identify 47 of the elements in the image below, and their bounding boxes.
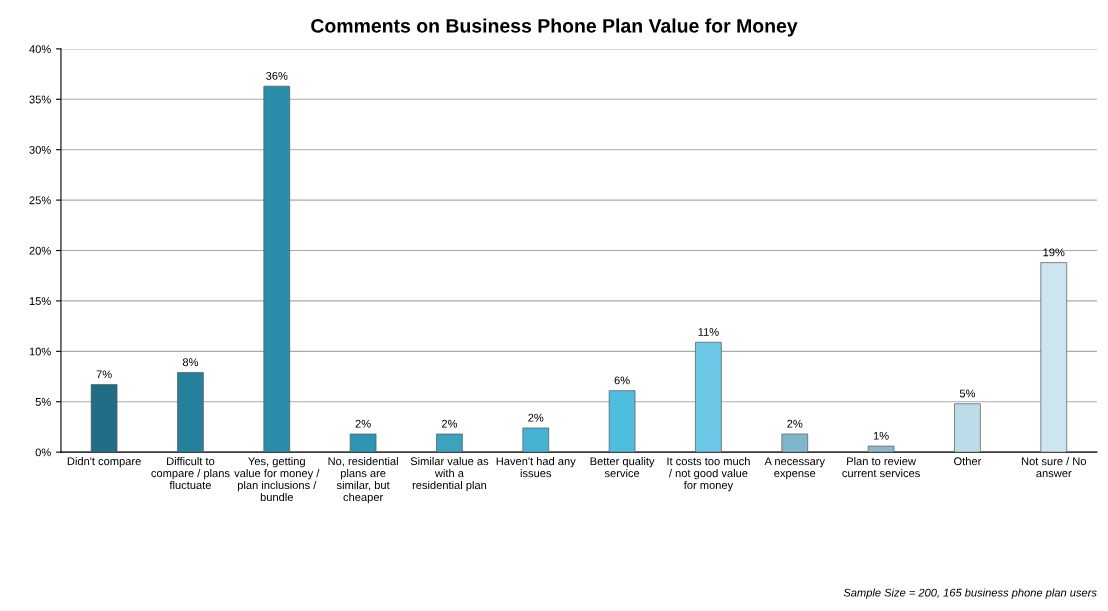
x-tick-label: Difficult to compare / plans fluctuate [151, 457, 230, 490]
y-tick-label: 30% [29, 145, 51, 154]
bar [522, 427, 550, 453]
x-tick-label: Similar value as with a residential plan [410, 457, 489, 492]
data-label: 1% [873, 431, 889, 440]
data-label: 2% [355, 419, 371, 428]
bar [781, 433, 809, 453]
bar [695, 341, 722, 453]
data-label: 5% [959, 389, 976, 398]
text: Sample Size = 200, 165 business phone plan users [843, 588, 1097, 599]
y-tick-label: 25% [29, 196, 51, 205]
data-label: 2% [441, 419, 458, 428]
x-tick-label: Yes, getting value for money / plan inclusions / bundle [234, 457, 320, 502]
y-tick-label: 0% [35, 448, 51, 457]
x-tick-label: Not sure / No answer [1021, 457, 1087, 478]
x-tick-label: Plan to review current services [842, 457, 920, 478]
x-tick-label: A necessary expense [764, 457, 825, 480]
data-label: 2% [787, 419, 803, 428]
data-label: 7% [96, 370, 112, 379]
x-tick-label: Other [954, 457, 982, 466]
y-tick-label: 5% [35, 398, 51, 406]
x-tick-label: It costs too much / not good value for money [667, 457, 750, 492]
bar [177, 372, 204, 453]
bar [608, 390, 636, 453]
x-tick-label: Didn't compare [67, 457, 141, 468]
x-tick-label: Better quality service [590, 457, 655, 478]
bar [867, 445, 895, 453]
x-tick-label: No, residential plans are similar, but cheaper [328, 457, 398, 504]
bar [436, 433, 463, 453]
data-label: 19% [1043, 248, 1065, 257]
y-tick-label: 40% [29, 45, 51, 54]
x-tick-label: Haven't had any issues [496, 457, 576, 478]
bar [349, 433, 377, 453]
y-tick-label: 20% [29, 246, 51, 255]
y-tick-label: 15% [29, 297, 51, 306]
chart-title: Comments on Business Phone Plan Value for Money [311, 18, 798, 37]
data-label: 11% [698, 328, 719, 336]
data-label: 6% [614, 376, 630, 385]
y-tick-label: 35% [29, 95, 51, 104]
data-label: 36% [266, 71, 288, 80]
bar [263, 85, 291, 453]
y-tick-label: 10% [29, 347, 51, 356]
bar [1040, 262, 1068, 453]
bar [954, 403, 981, 453]
bar [90, 384, 118, 453]
data-label: 2% [528, 413, 544, 422]
data-label: 8% [182, 358, 199, 367]
